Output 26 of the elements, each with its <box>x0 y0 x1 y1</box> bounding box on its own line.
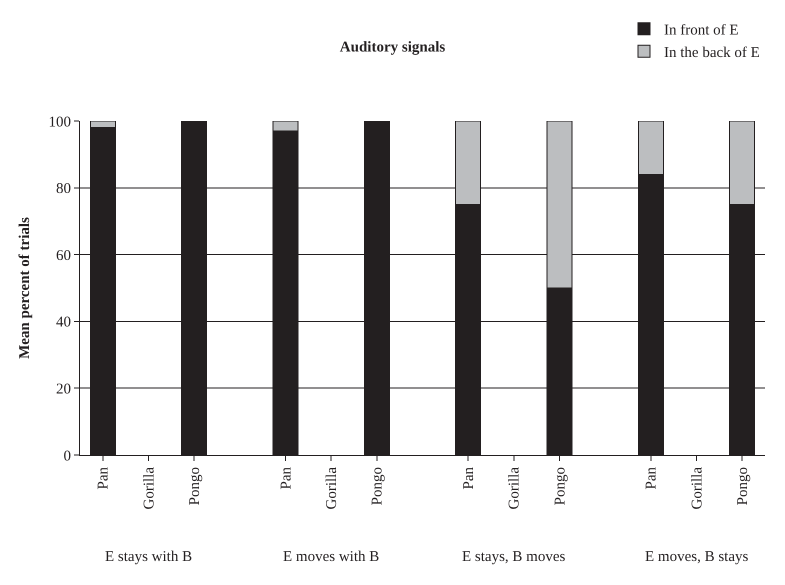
y-tick-label: 100 <box>48 114 71 130</box>
y-tick-label: 60 <box>56 248 71 264</box>
y-tick-label: 80 <box>56 181 71 198</box>
y-tick-label: 20 <box>56 381 71 398</box>
x-tick-label: Gorilla <box>141 466 158 510</box>
text: E moves with B <box>283 549 380 565</box>
text: E stays, B moves <box>462 549 566 565</box>
text: E moves, B stays <box>645 549 748 565</box>
y-tick-label: 0 <box>64 448 71 464</box>
x-tick-label: Gorilla <box>689 466 706 510</box>
text: E stays with B <box>105 549 192 565</box>
x-tick-label: Pan <box>644 466 660 490</box>
chart-title: Auditory signals <box>340 39 446 56</box>
x-tick-label: Gorilla <box>506 466 523 510</box>
x-tick-label: Pongo <box>187 467 204 506</box>
legend-label: In front of E <box>664 22 739 39</box>
x-tick-label: Pongo <box>735 467 752 506</box>
x-tick-label: Pongo <box>552 467 568 506</box>
x-tick-label: Pongo <box>370 467 386 506</box>
y-tick-label: 40 <box>56 314 71 331</box>
x-tick-label: Pan <box>278 466 294 490</box>
x-tick-label: Pan <box>461 466 478 490</box>
y-axis-title: Mean percent of trials <box>16 216 33 359</box>
x-tick-label: Pan <box>96 466 112 490</box>
x-tick-label: Gorilla <box>324 466 340 510</box>
legend-label: In the back of E <box>664 45 760 62</box>
